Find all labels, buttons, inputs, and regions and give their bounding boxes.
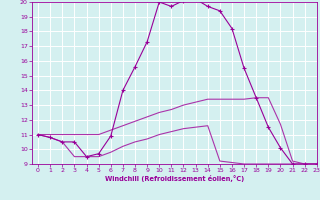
X-axis label: Windchill (Refroidissement éolien,°C): Windchill (Refroidissement éolien,°C) [105,175,244,182]
